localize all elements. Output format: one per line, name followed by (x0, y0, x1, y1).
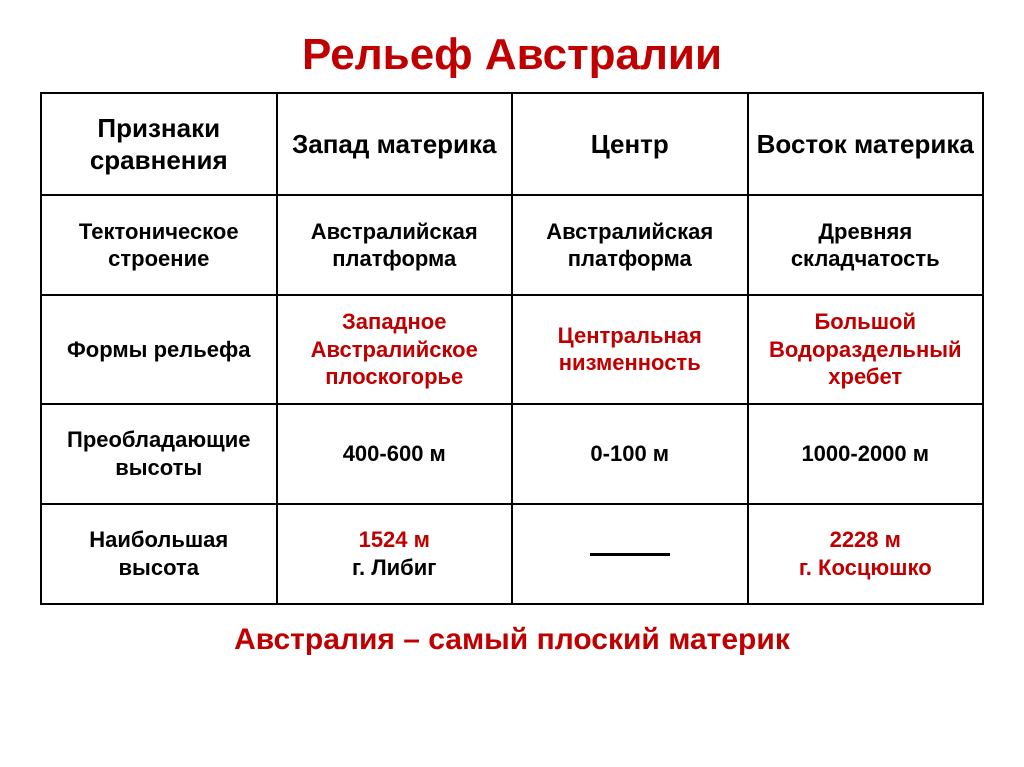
table-cell: 400-600 м (277, 404, 513, 504)
table-cell: 1000-2000 м (748, 404, 984, 504)
cell-line2: г. Косцюшко (755, 554, 977, 582)
table-row: Преобладающие высоты400-600 м0-100 м1000… (41, 404, 983, 504)
table-cell: Западное Австралийское плоскогорье (277, 295, 513, 404)
table-cell: 1524 мг. Либиг (277, 504, 513, 604)
table-cell (512, 504, 748, 604)
table-row: Тектоническое строениеАвстралийская плат… (41, 195, 983, 295)
table-cell: 0-100 м (512, 404, 748, 504)
table-row: Формы рельефаЗападное Австралийское плос… (41, 295, 983, 404)
col-header-1: Запад материка (277, 93, 513, 195)
table-cell: Австралийская платформа (512, 195, 748, 295)
table-body: Тектоническое строениеАвстралийская плат… (41, 195, 983, 604)
table-row: Наибольшая высота1524 мг. Либиг2228 мг. … (41, 504, 983, 604)
col-header-0: Признаки сравнения (41, 93, 277, 195)
cell-line1: 2228 м (755, 526, 977, 554)
table-header-row: Признаки сравнения Запад материка Центр … (41, 93, 983, 195)
table-cell: Древняя складчатость (748, 195, 984, 295)
cell-line2: г. Либиг (284, 554, 506, 582)
row-label: Формы рельефа (41, 295, 277, 404)
col-header-3: Восток материка (748, 93, 984, 195)
cell-line1: 1524 м (284, 526, 506, 554)
table-cell: 2228 мг. Косцюшко (748, 504, 984, 604)
dash-icon (590, 553, 670, 556)
table-cell: Австралийская платформа (277, 195, 513, 295)
table-cell: Центральная низменность (512, 295, 748, 404)
subtitle: Австралия – самый плоский материк (40, 623, 984, 657)
row-label: Преобладающие высоты (41, 404, 277, 504)
row-label: Тектоническое строение (41, 195, 277, 295)
row-label: Наибольшая высота (41, 504, 277, 604)
relief-table: Признаки сравнения Запад материка Центр … (40, 92, 984, 605)
col-header-2: Центр (512, 93, 748, 195)
table-cell: Большой Водораздельный хребет (748, 295, 984, 404)
page-title: Рельеф Австралии (40, 30, 984, 80)
